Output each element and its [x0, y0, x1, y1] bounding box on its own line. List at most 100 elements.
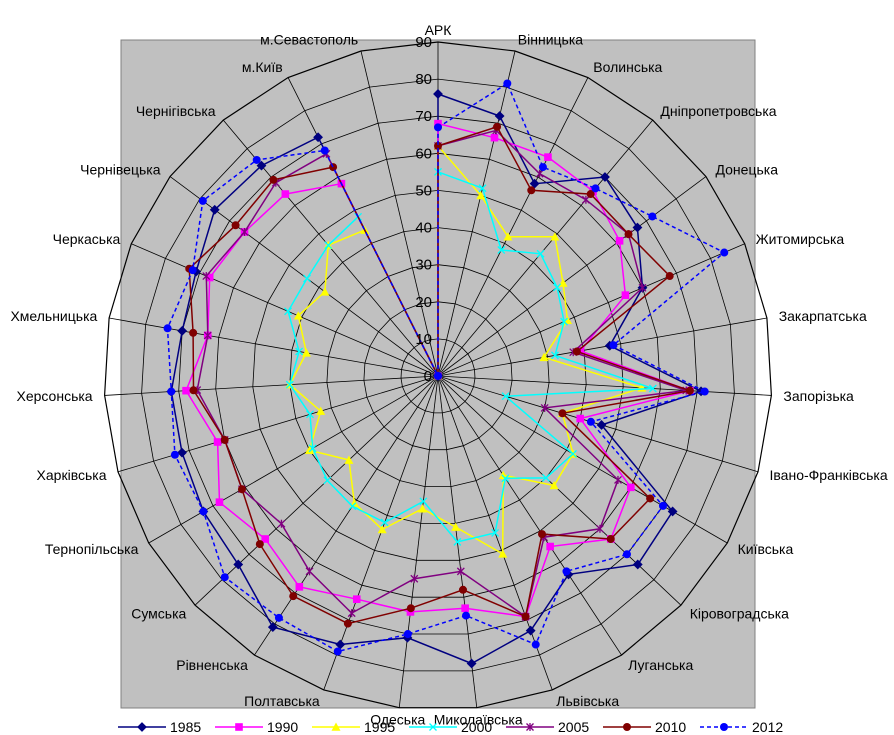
category-label: Одеська [370, 712, 425, 728]
data-point [538, 530, 547, 539]
data-point [667, 506, 678, 517]
data-point [188, 266, 197, 275]
data-point [497, 246, 506, 254]
data-point [267, 622, 278, 633]
data-point [526, 723, 534, 731]
data-point [458, 585, 467, 594]
data-point [429, 723, 437, 731]
spoke [437, 176, 707, 377]
legend-label: 2012 [752, 719, 783, 735]
spoke [437, 50, 516, 377]
legend: 1985 1990 1995 2000 2005 2010 2012 [118, 719, 783, 735]
spoke [131, 243, 439, 377]
radial-tick-labels: 0 10 20 30 40 50 60 70 80 90 [415, 34, 432, 385]
legend-item-2005: 2005 [506, 719, 589, 735]
data-point [417, 504, 427, 513]
data-point [189, 328, 198, 337]
data-point [576, 414, 585, 423]
data-point [493, 122, 502, 131]
grid-ring-60 [215, 152, 661, 598]
data-point [349, 498, 359, 507]
grid-ring-90 [103, 41, 773, 709]
data-point [549, 481, 559, 490]
data-point [215, 498, 224, 506]
category-label: Миколаївська [434, 712, 523, 728]
r-tick-label: 60 [415, 145, 432, 162]
data-point [137, 722, 147, 732]
category-label: АРК [425, 22, 453, 38]
data-point [434, 123, 442, 132]
data-point [348, 502, 357, 511]
data-point [240, 227, 249, 236]
data-point [478, 184, 487, 193]
data-point [203, 331, 212, 340]
spoke [437, 375, 622, 656]
data-point [177, 325, 188, 336]
data-point [277, 519, 286, 528]
data-point [685, 386, 694, 395]
data-point [281, 190, 290, 198]
data-point [539, 352, 549, 362]
legend-label: 2010 [655, 719, 686, 735]
category-label: Харківська [37, 467, 107, 483]
data-point [535, 169, 544, 178]
data-point [209, 204, 220, 215]
data-point [581, 195, 590, 204]
category-label: Сумська [131, 605, 186, 621]
data-point [558, 278, 568, 287]
data-point [274, 613, 283, 622]
data-point [403, 630, 412, 639]
category-label: Рівненська [176, 657, 248, 673]
spoke [148, 375, 439, 544]
data-point [521, 612, 530, 621]
data-point [720, 248, 729, 257]
data-point [419, 497, 428, 506]
data-point [261, 535, 270, 543]
spoke [437, 77, 589, 377]
data-point [501, 392, 510, 401]
data-point [621, 291, 630, 299]
data-point [377, 524, 387, 534]
data-point [313, 132, 323, 143]
data-point [700, 387, 709, 396]
data-point [213, 438, 222, 446]
legend-item-2000: 2000 [409, 719, 492, 735]
data-point [494, 111, 505, 121]
series-line [170, 92, 703, 665]
series-line [288, 143, 645, 556]
data-point [293, 311, 303, 320]
data-point [451, 522, 461, 531]
data-point [233, 559, 244, 570]
category-label: Чернігівська [136, 103, 216, 119]
data-point [498, 470, 508, 480]
data-point [324, 241, 333, 250]
data-point [333, 647, 342, 656]
spoke [437, 375, 728, 544]
spoke [194, 375, 439, 606]
spoke [437, 243, 745, 377]
spoke [360, 50, 439, 377]
data-point [609, 341, 618, 350]
data-point [527, 186, 536, 195]
data-point [453, 537, 462, 546]
data-point [638, 283, 647, 292]
spoke [254, 375, 439, 656]
data-point [433, 89, 443, 99]
category-labels: АРК Вінницька Волинська Дніпропетровська Дон… [10, 22, 887, 728]
data-point [586, 417, 595, 426]
legend-item-1995: 1995 [312, 719, 395, 735]
data-point [538, 163, 547, 172]
data-point [198, 196, 207, 205]
data-point [658, 501, 667, 510]
data-point [320, 146, 329, 155]
data-point [235, 723, 243, 731]
data-point [306, 410, 314, 419]
data-point [295, 583, 304, 591]
data-point [529, 178, 540, 189]
data-point [632, 559, 643, 570]
spoke [398, 375, 439, 708]
category-label: Чернівецька [80, 161, 161, 177]
data-point [572, 347, 581, 356]
data-point [591, 184, 600, 193]
data-point [623, 723, 631, 731]
